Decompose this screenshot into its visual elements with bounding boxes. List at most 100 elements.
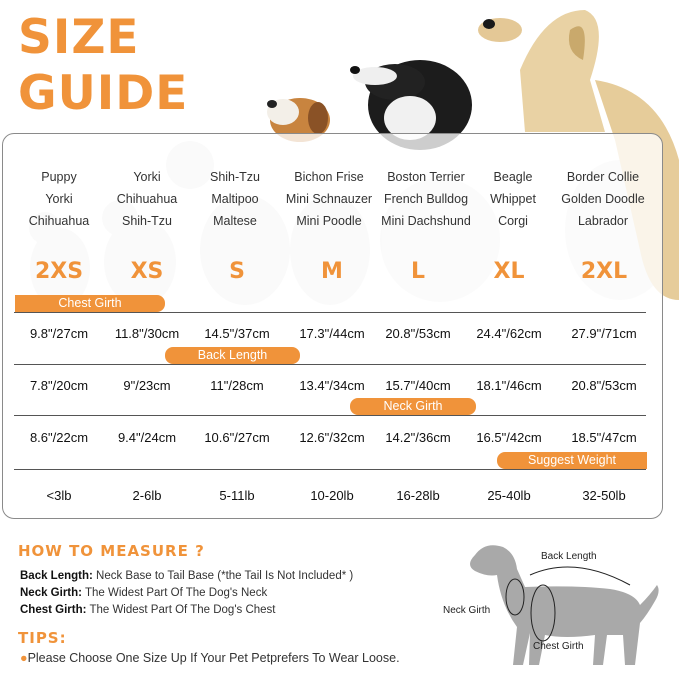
breed-name: Beagle — [493, 170, 533, 184]
breed-name: Chihuahua — [116, 192, 178, 206]
table-cell: 8.6"/22cm — [29, 430, 89, 445]
table-cell: 11"/28cm — [210, 378, 264, 393]
table-cell: 16.5"/42cm — [476, 430, 542, 445]
bullet-icon: ● — [20, 651, 28, 665]
breed-name: Shih-Tzu — [209, 170, 261, 184]
table-cell: <3lb — [46, 488, 72, 503]
row-label-back-length: Back Length — [165, 347, 300, 364]
breed-column-xl: Beagle Whippet Corgi — [465, 166, 561, 232]
measure-chest-girth: Chest Girth: The Widest Part Of The Dog'… — [20, 604, 276, 616]
diagram-label-chest-girth: Chest Girth — [533, 641, 584, 652]
table-cell: 9"/23cm — [123, 378, 171, 393]
size-label-xs: XS — [130, 259, 164, 284]
table-cell: 14.5"/37cm — [204, 326, 270, 341]
tips-heading: TIPS: — [18, 629, 67, 647]
size-label-2xs: 2XS — [34, 259, 84, 284]
breed-name: Mini Dachshund — [381, 214, 471, 228]
table-cell: 27.9"/71cm — [571, 326, 637, 341]
breed-column-m: Bichon Frise Mini Schnauzer Mini Poodle — [281, 166, 377, 232]
breed-name: Mini Poodle — [296, 214, 362, 228]
table-cell: 15.7"/40cm — [385, 378, 451, 393]
table-cell: 18.1"/46cm — [476, 378, 542, 393]
size-label-m: M — [321, 259, 343, 284]
row-divider — [14, 469, 646, 470]
table-cell: 7.8"/20cm — [29, 378, 89, 393]
row-divider — [14, 364, 646, 365]
table-row-chest-girth: 9.8"/27cm 11.8"/30cm 14.5"/37cm 17.3"/44… — [0, 326, 679, 346]
row-divider — [14, 415, 646, 416]
table-cell: 9.8"/27cm — [29, 326, 89, 341]
breed-name: Maltipoo — [211, 192, 259, 206]
table-row-neck-girth: 8.6"/22cm 9.4"/24cm 10.6"/27cm 12.6"/32c… — [0, 430, 679, 450]
table-cell: 5-11lb — [219, 488, 255, 503]
breed-name: Corgi — [498, 214, 528, 228]
neck-girth-ring — [505, 578, 525, 616]
measure-neck-girth: Neck Girth: The Widest Part Of The Dog's… — [20, 587, 267, 599]
breed-name: Shih-Tzu — [121, 214, 173, 228]
breed-name: Labrador — [577, 214, 629, 228]
table-row-back-length: 7.8"/20cm 9"/23cm 11"/28cm 13.4"/34cm 15… — [0, 378, 679, 398]
breed-name: Whippet — [490, 192, 536, 206]
breed-name: Mini Schnauzer — [285, 192, 373, 206]
measure-desc: Neck Base to Tail Base (*the Tail Is Not… — [92, 570, 354, 582]
breed-column-2xl: Border Collie Golden Doodle Labrador — [555, 166, 651, 232]
breed-name: French Bulldog — [383, 192, 469, 206]
beagle-photo — [267, 98, 330, 142]
breed-name: Puppy — [41, 170, 77, 184]
tip-body: Please Choose One Size Up If Your Pet Pe… — [27, 651, 400, 665]
breed-column-l: Boston Terrier French Bulldog Mini Dachs… — [378, 166, 474, 232]
table-cell: 13.4"/34cm — [299, 378, 365, 393]
back-length-line — [529, 566, 631, 586]
measure-desc: The Widest Part Of The Dog's Chest — [86, 604, 276, 616]
size-label-s: S — [229, 259, 245, 284]
measure-term: Back Length: — [20, 570, 93, 582]
breed-name: Golden Doodle — [561, 192, 645, 206]
size-label-xl: XL — [493, 259, 525, 284]
table-cell: 32-50lb — [582, 488, 626, 503]
title-line-1: SIZE — [18, 10, 140, 65]
table-cell: 10-20lb — [310, 488, 354, 503]
breed-column-2xs: Puppy Yorki Chihuahua — [11, 166, 107, 232]
table-cell: 2-6lb — [132, 488, 162, 503]
table-cell: 12.6"/32cm — [299, 430, 365, 445]
table-cell: 20.8"/53cm — [571, 378, 637, 393]
table-cell: 18.5"/47cm — [571, 430, 637, 445]
dog-measure-diagram — [470, 545, 659, 665]
table-cell: 9.4"/24cm — [117, 430, 177, 445]
how-to-measure-heading: HOW TO MEASURE ? — [18, 542, 205, 560]
title-line-2: GUIDE — [18, 66, 189, 121]
breed-name: Border Collie — [566, 170, 640, 184]
table-cell: 11.8"/30cm — [114, 326, 180, 341]
size-label-l: L — [410, 259, 426, 284]
table-row-suggest-weight: <3lb 2-6lb 5-11lb 10-20lb 16-28lb 25-40l… — [0, 488, 679, 508]
breed-name: Boston Terrier — [387, 170, 465, 184]
breed-name: Bichon Frise — [294, 170, 364, 184]
measure-term: Chest Girth: — [20, 604, 87, 616]
table-cell: 10.6"/27cm — [204, 430, 270, 445]
chest-girth-ring — [530, 584, 556, 642]
size-label-2xl: 2XL — [580, 259, 628, 284]
border-collie-photo — [350, 60, 472, 150]
breed-name: Chihuahua — [28, 214, 90, 228]
tip-text: ●Please Choose One Size Up If Your Pet P… — [20, 651, 400, 665]
breed-name: Yorki — [133, 170, 161, 184]
measure-back-length: Back Length: Neck Base to Tail Base (*th… — [20, 570, 353, 582]
breed-name: Maltese — [213, 214, 257, 228]
breed-name: Yorki — [45, 192, 73, 206]
row-divider — [14, 312, 646, 313]
measure-desc: The Widest Part Of The Dog's Neck — [82, 587, 268, 599]
table-cell: 16-28lb — [396, 488, 440, 503]
diagram-label-neck-girth: Neck Girth — [443, 605, 491, 616]
table-cell: 25-40lb — [487, 488, 531, 503]
row-label-neck-girth: Neck Girth — [350, 398, 476, 415]
dog-silhouette-icon — [470, 545, 659, 665]
breed-column-s: Shih-Tzu Maltipoo Maltese — [187, 166, 283, 232]
breed-column-xs: Yorki Chihuahua Shih-Tzu — [99, 166, 195, 232]
row-label-suggest-weight: Suggest Weight — [497, 452, 647, 469]
row-label-chest-girth: Chest Girth — [15, 295, 165, 312]
table-cell: 17.3"/44cm — [299, 326, 365, 341]
table-cell: 20.8"/53cm — [385, 326, 451, 341]
table-cell: 24.4"/62cm — [476, 326, 542, 341]
table-cell: 14.2"/36cm — [385, 430, 451, 445]
measure-term: Neck Girth: — [20, 587, 82, 599]
